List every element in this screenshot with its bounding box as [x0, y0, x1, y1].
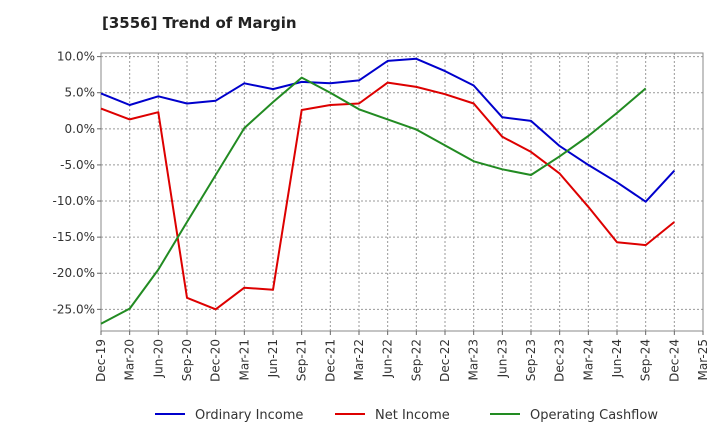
series-line-1 [100, 81, 675, 311]
x-axis-ticks: Dec-19 Mar-20 Jun-20 Sep-20 Dec-20 Mar-21 Jun-… [94, 331, 710, 382]
x-tick-label: Sep-24 [639, 339, 653, 381]
grid-lines [100, 53, 704, 331]
x-tick-label: Sep-21 [295, 339, 309, 381]
x-tick-label: Mar-25 [696, 339, 710, 380]
x-tick-label: Mar-21 [237, 339, 251, 380]
plot-frame [100, 52, 704, 332]
series-lines [100, 57, 676, 325]
x-tick-label: Jun-24 [610, 339, 624, 378]
x-tick-label: Dec-20 [209, 339, 223, 382]
y-tick-label: -25.0% [53, 302, 95, 316]
x-tick-label: Sep-22 [409, 339, 423, 381]
x-tick-label: Dec-21 [323, 339, 337, 382]
y-tick-label: -20.0% [53, 266, 95, 280]
x-tick-label: Jun-22 [381, 339, 395, 378]
y-tick-label: 5.0% [65, 86, 96, 100]
x-tick-label: Mar-20 [123, 339, 137, 380]
legend-label: Ordinary Income [195, 408, 303, 423]
x-tick-label: Sep-23 [524, 339, 538, 381]
series-line-0 [100, 57, 676, 203]
y-tick-label: -5.0% [60, 158, 95, 172]
x-tick-label: Jun-20 [151, 339, 165, 378]
y-axis-ticks: 10.0% 5.0% 0.0% -5.0% -10.0% -15.0% -20.0% -25.… [53, 50, 101, 316]
x-tick-label: Jun-21 [266, 339, 280, 378]
y-tick-label: 10.0% [57, 50, 95, 64]
x-tick-label: Sep-20 [180, 339, 194, 381]
y-tick-label: -10.0% [53, 194, 95, 208]
chart-title: [3556] Trend of Margin [102, 14, 297, 32]
y-tick-label: -15.0% [53, 230, 95, 244]
legend-label: Operating Cashflow [530, 408, 658, 423]
y-tick-label: 0.0% [65, 122, 96, 136]
x-tick-label: Dec-23 [553, 339, 567, 382]
series-line-2 [100, 76, 647, 325]
x-tick-label: Mar-22 [352, 339, 366, 380]
x-tick-label: Jun-23 [495, 339, 509, 378]
x-tick-label: Dec-19 [94, 339, 108, 382]
legend-label: Net Income [375, 408, 450, 423]
x-tick-label: Mar-24 [581, 339, 595, 380]
legend: Ordinary Income Net Income Operating Cashf… [155, 408, 658, 423]
x-tick-label: Mar-23 [467, 339, 481, 380]
x-tick-label: Dec-22 [438, 339, 452, 382]
x-tick-label: Dec-24 [667, 339, 681, 382]
